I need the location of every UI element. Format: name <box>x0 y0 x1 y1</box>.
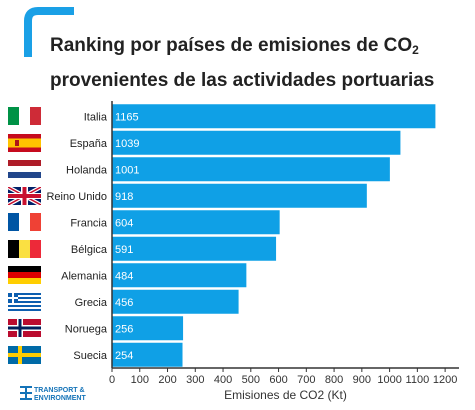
france-flag <box>8 213 41 232</box>
bar <box>112 157 390 182</box>
x-tick-label: 0 <box>109 374 115 386</box>
data-label: 1001 <box>115 164 139 176</box>
norway-flag <box>8 319 41 338</box>
category-label: Italia <box>84 111 108 123</box>
title-line1: Ranking por países de emisiones de CO <box>50 35 413 56</box>
category-label: Bélgica <box>71 244 108 256</box>
bar <box>112 316 184 341</box>
greece-flag <box>8 292 41 311</box>
title-subscript: 2 <box>412 43 419 57</box>
title-line2: provenientes de las actividades portuari… <box>50 70 435 91</box>
x-tick-label: 600 <box>269 374 287 386</box>
bar <box>112 263 247 288</box>
x-tick-label: 500 <box>242 374 260 386</box>
x-axis-label: Emisiones de CO2 (Kt) <box>224 388 347 402</box>
bar <box>112 342 183 367</box>
corner-accent <box>24 7 74 57</box>
te-logo-icon <box>20 386 32 400</box>
data-label: 591 <box>115 244 133 256</box>
category-label: Holanda <box>66 164 108 176</box>
data-label: 484 <box>115 270 133 282</box>
uk-flag <box>8 186 41 205</box>
bar <box>112 236 277 261</box>
x-tick-label: 400 <box>214 374 232 386</box>
x-tick-label: 1200 <box>433 374 457 386</box>
data-label: 1165 <box>115 111 139 123</box>
germany-flag <box>8 266 41 285</box>
category-label: Suecia <box>73 350 108 362</box>
x-tick-label: 900 <box>353 374 371 386</box>
italy-flag <box>8 107 41 126</box>
x-tick-label: 700 <box>297 374 315 386</box>
data-label: 254 <box>115 350 133 362</box>
category-label: Alemania <box>61 270 108 282</box>
bar <box>112 104 436 129</box>
belgium-flag <box>8 239 41 258</box>
data-label: 456 <box>115 297 133 309</box>
category-label: Reino Unido <box>46 191 107 203</box>
data-label: 918 <box>115 191 133 203</box>
chart-title: Ranking por países de emisiones de CO2 p… <box>50 28 470 98</box>
bar <box>112 210 280 235</box>
netherlands-flag <box>8 160 41 179</box>
logo-line2: ENVIRONMENT <box>34 395 86 402</box>
data-label: 604 <box>115 217 133 229</box>
category-label: Grecia <box>75 297 108 309</box>
transport-environment-logo: TRANSPORT & ENVIRONMENT <box>20 386 100 406</box>
data-label: 1039 <box>115 138 139 150</box>
logo-line1: TRANSPORT & <box>34 387 85 394</box>
spain-flag <box>8 133 41 152</box>
data-label: 256 <box>115 323 133 335</box>
x-tick-label: 300 <box>186 374 204 386</box>
bar <box>112 289 239 314</box>
x-tick-label: 1000 <box>377 374 401 386</box>
category-label: Noruega <box>65 323 108 335</box>
x-tick-label: 800 <box>325 374 343 386</box>
x-tick-label: 100 <box>131 374 149 386</box>
category-label: Francia <box>70 217 108 229</box>
sweden-flag <box>8 345 41 364</box>
bar <box>112 130 401 155</box>
x-tick-label: 1100 <box>406 374 430 386</box>
bar <box>112 183 367 208</box>
x-tick-label: 200 <box>158 374 176 386</box>
category-label: España <box>70 138 108 150</box>
